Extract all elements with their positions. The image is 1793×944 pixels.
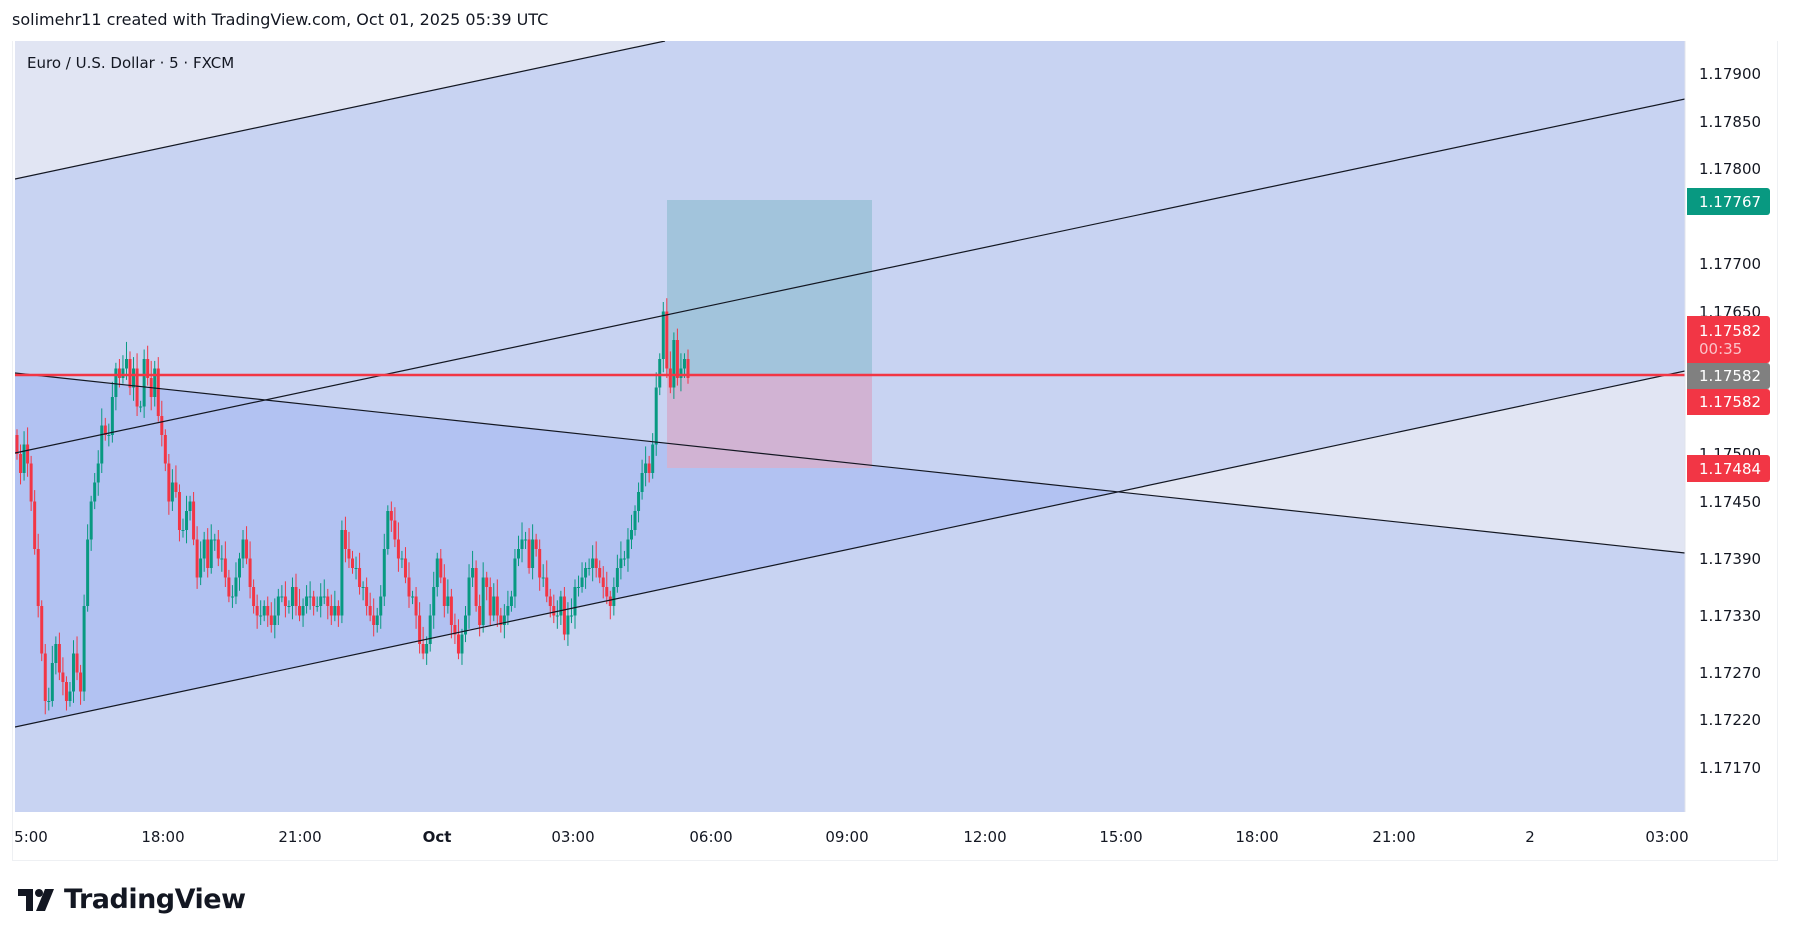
chart-caption: solimehr11 created with TradingView.com,… [12,10,549,29]
bar-countdown: 00:35 [1699,339,1743,358]
target-price-value: 1.17767 [1699,192,1762,211]
price-axis-label: 1.17330 [1699,606,1762,625]
time-axis-label: 09:00 [825,828,869,846]
line-price-badge: 1.17582 [1687,363,1770,389]
price-axis-label: 1.17450 [1699,492,1762,511]
time-axis-label: 12:00 [963,828,1007,846]
tradingview-logo-icon [18,888,54,911]
time-axis-label: 21:00 [278,828,322,846]
line-price-value: 1.17582 [1699,367,1762,385]
time-axis-label: Oct [422,828,452,846]
triangle-fill-right [1118,371,1685,553]
candlestick-series [15,298,690,715]
symbol-title: Euro / U.S. Dollar · 5 · FXCM [27,54,235,72]
descending-trendline[interactable] [15,372,1685,554]
last-price-value: 1.17582 [1699,321,1762,340]
stop-price-value: 1.17484 [1699,459,1762,478]
time-axis-label: 15:00 [1099,828,1143,846]
target-zone[interactable] [667,200,872,375]
lower-channel-line[interactable] [15,370,1685,728]
time-axis-label: 21:00 [1372,828,1416,846]
tradingview-logo-text: TradingView [64,884,246,915]
time-axis-label: 2 [1525,828,1535,846]
price-axis-label: 1.17900 [1699,65,1762,83]
middle-channel-line[interactable] [15,98,1685,454]
entry-price-badge: 1.17582 [1687,389,1770,415]
stop-zone[interactable] [667,375,872,468]
chart-frame [12,41,1778,861]
time-axis-label: 03:00 [1645,828,1689,846]
time-axis-label: 5:00 [14,828,48,846]
time-axis-label: 18:00 [141,828,185,846]
target-price-badge: 1.17767 [1687,188,1770,215]
price-axis-label: 1.17270 [1699,663,1762,682]
price-axis-label: 1.17220 [1699,711,1762,729]
time-axis-label: 06:00 [689,828,733,846]
price-axis-label: 1.17800 [1699,160,1762,178]
stop-price-badge: 1.17484 [1687,455,1770,482]
price-axis-label: 1.17850 [1699,112,1762,131]
price-axis-label: 1.17700 [1699,255,1762,273]
tradingview-logo[interactable]: TradingView [18,884,246,915]
upper-channel-line[interactable] [15,41,666,180]
price-axis-label: 1.17170 [1699,758,1762,777]
time-axis-label: 03:00 [551,828,595,846]
time-axis-label: 18:00 [1235,828,1279,846]
last-price-badge: 1.17582 00:35 [1687,316,1770,363]
entry-price-value: 1.17582 [1699,393,1762,411]
triangle-fill [15,373,1118,727]
price-axis-label: 1.17390 [1699,549,1762,568]
